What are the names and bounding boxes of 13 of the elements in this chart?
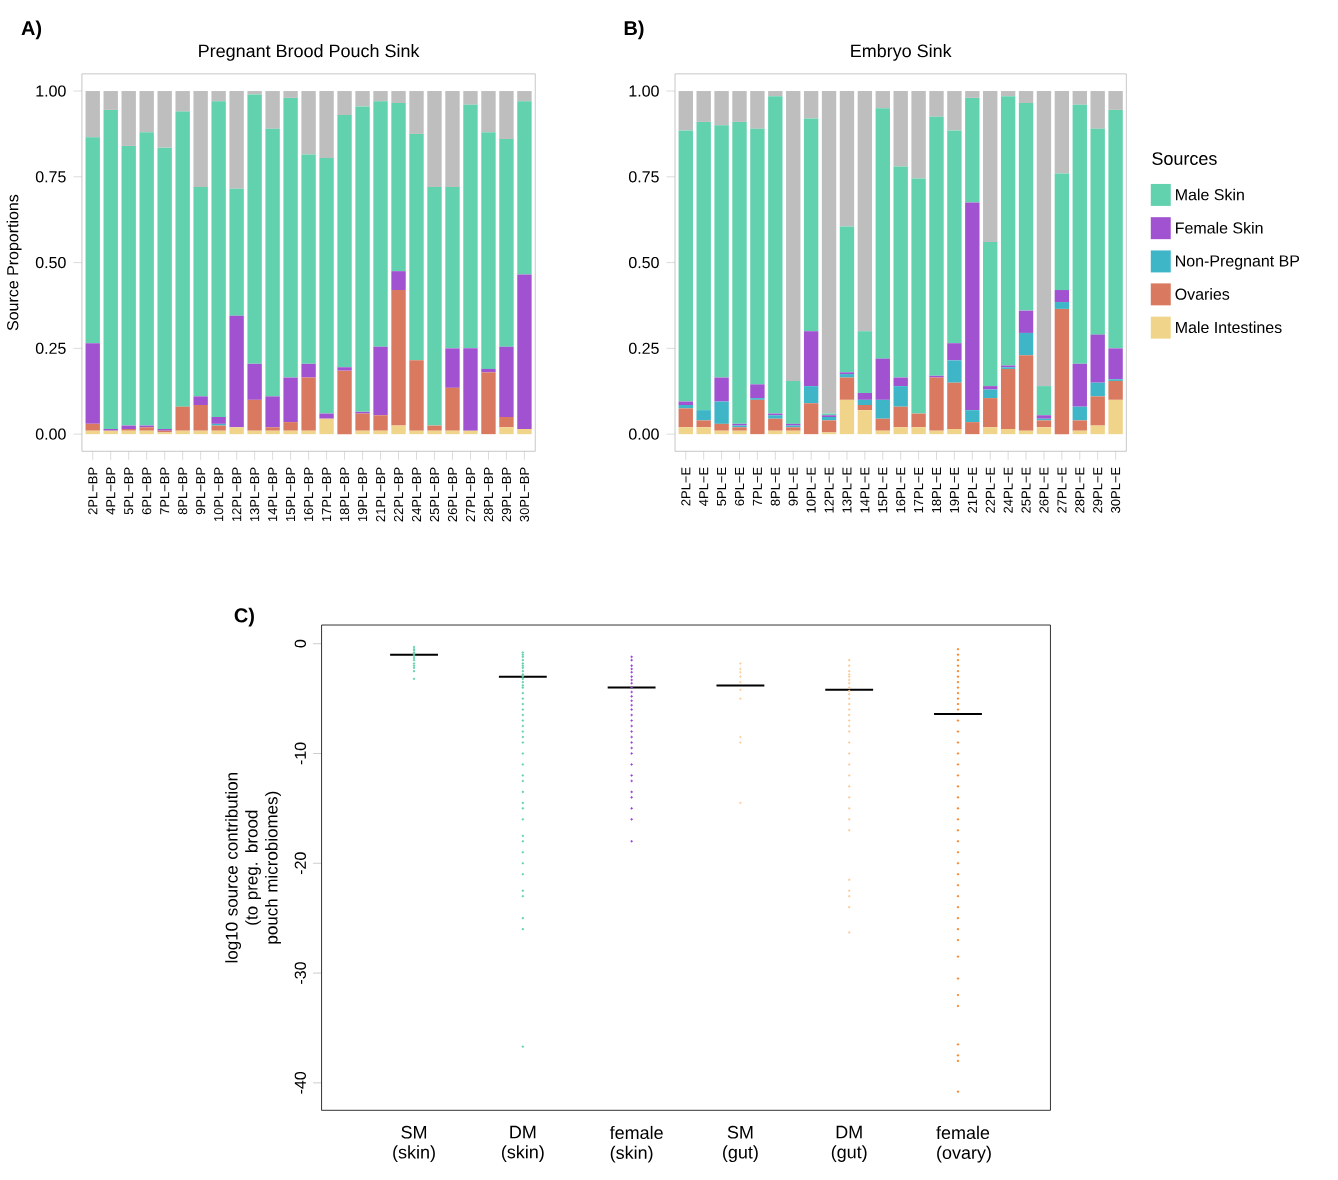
y-axis-title: log10 source contribution (to preg. brood pouch microbiomes): [225, 772, 281, 963]
chart-title: Pregnant Brood Pouch Sink: [199, 43, 420, 61]
text: A): [21, 20, 42, 40]
x-tick-label: SM (skin): [393, 1125, 435, 1163]
x-tick-label: DM (skin): [501, 1125, 544, 1162]
text: B): [624, 20, 644, 40]
legend-title: Sources: [1152, 152, 1217, 165]
chart-title: Embryo Sink: [851, 43, 952, 61]
x-tick-label: female (ovary): [936, 1125, 991, 1163]
text: C): [234, 607, 254, 627]
x-tick-label: DM (gut): [831, 1125, 867, 1162]
x-tick-label: SM (gut): [723, 1125, 758, 1163]
x-tick-label: female (skin): [609, 1125, 663, 1163]
